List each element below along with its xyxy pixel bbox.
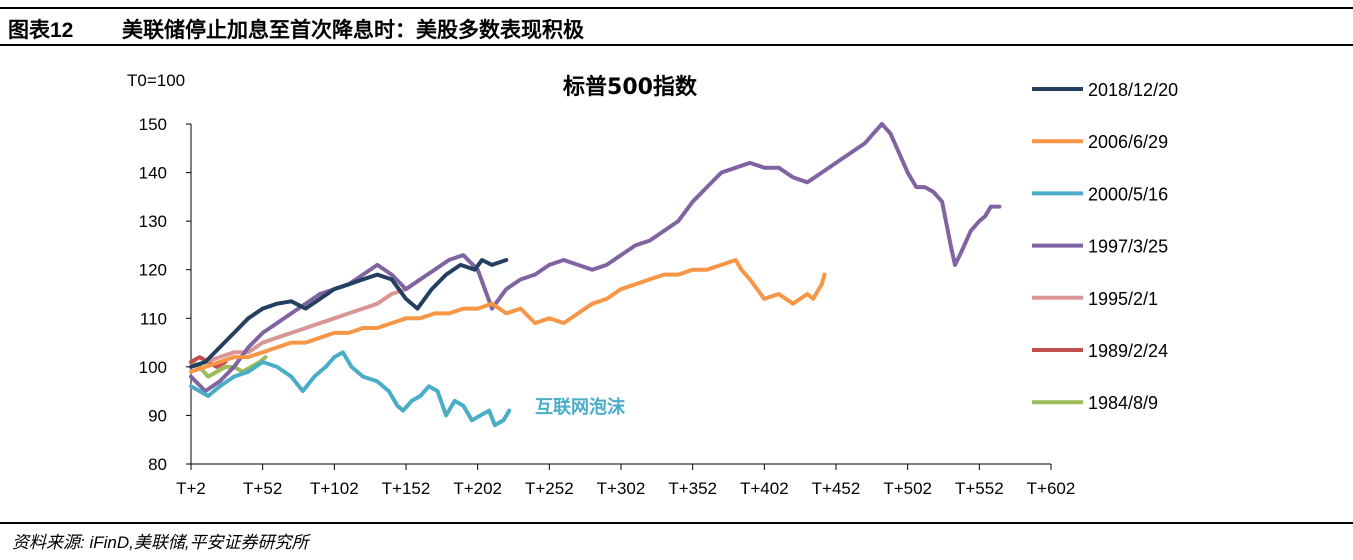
y-axis-unit-label: T0=100 [127, 71, 185, 90]
legend-entry: 1997/3/25 [1088, 237, 1168, 257]
y-tick-label: 80 [148, 455, 167, 474]
x-tick-label: T+502 [883, 479, 932, 498]
y-tick-label: 150 [139, 115, 167, 134]
chart-legend: 2018/12/20 2006/6/29 2000/5/16 1997/3/25 199… [1032, 80, 1178, 413]
chart-title: 标普500指数 [563, 74, 698, 100]
legend-entry: 2018/12/20 [1088, 80, 1178, 100]
x-tick-label: T+452 [812, 479, 861, 498]
legend-entry: 2006/6/29 [1088, 132, 1168, 152]
x-tick-label: T+52 [243, 479, 282, 498]
y-tick-label: 90 [148, 406, 167, 425]
x-tick-label: T+2 [176, 479, 206, 498]
y-tick-label: 100 [139, 358, 167, 377]
figure-number: 图表12 [8, 19, 74, 42]
x-tick-label: T+352 [668, 479, 717, 498]
header-rule-bottom [0, 44, 1353, 46]
legend-entry: 1989/2/24 [1088, 341, 1168, 361]
x-tick-label: T+552 [955, 479, 1004, 498]
x-tick-label: T+402 [740, 479, 789, 498]
legend-entry: 1995/2/1 [1088, 289, 1158, 309]
x-tick-label: T+602 [1027, 479, 1076, 498]
header-rule-top [0, 7, 1353, 9]
x-tick-label: T+202 [453, 479, 502, 498]
series-line-1997-3-25 [189, 122, 1002, 394]
legend-entry: 1984/8/9 [1088, 393, 1158, 413]
source-note: 资料来源: iFinD,美联储,平安证券研究所 [12, 533, 309, 552]
sp500-line-chart: 标普500指数 T0=100 80 90 100 110 120 130 140 150 T+2… [127, 71, 1178, 498]
legend-entry: 2000/5/16 [1088, 184, 1168, 204]
x-tick-label: T+102 [310, 479, 359, 498]
figure-header: 图表12 美联储停止加息至首次降息时：美股多数表现积极 [0, 0, 1353, 46]
x-tick-label: T+152 [382, 479, 431, 498]
footer-rule [0, 522, 1353, 524]
chart-axes: 80 90 100 110 120 130 140 150 T+2 T+52 T+102 T+152 T… [139, 115, 1076, 498]
series-line-1995-2-1 [189, 277, 423, 369]
annotation-dotcom-bubble: 互联网泡沫 [535, 396, 626, 418]
y-tick-label: 110 [140, 309, 167, 328]
y-tick-label: 120 [139, 261, 167, 280]
series-line-2000-5-16 [189, 350, 512, 428]
x-tick-label: T+252 [525, 479, 574, 498]
chart-series [189, 122, 1002, 428]
series-line-2006-6-29 [189, 258, 827, 374]
y-tick-label: 140 [139, 164, 167, 183]
series-line-2018-12-20 [189, 258, 509, 369]
x-tick-label: T+302 [597, 479, 646, 498]
y-tick-label: 130 [139, 212, 167, 231]
figure-title: 美联储停止加息至首次降息时：美股多数表现积极 [122, 19, 584, 42]
